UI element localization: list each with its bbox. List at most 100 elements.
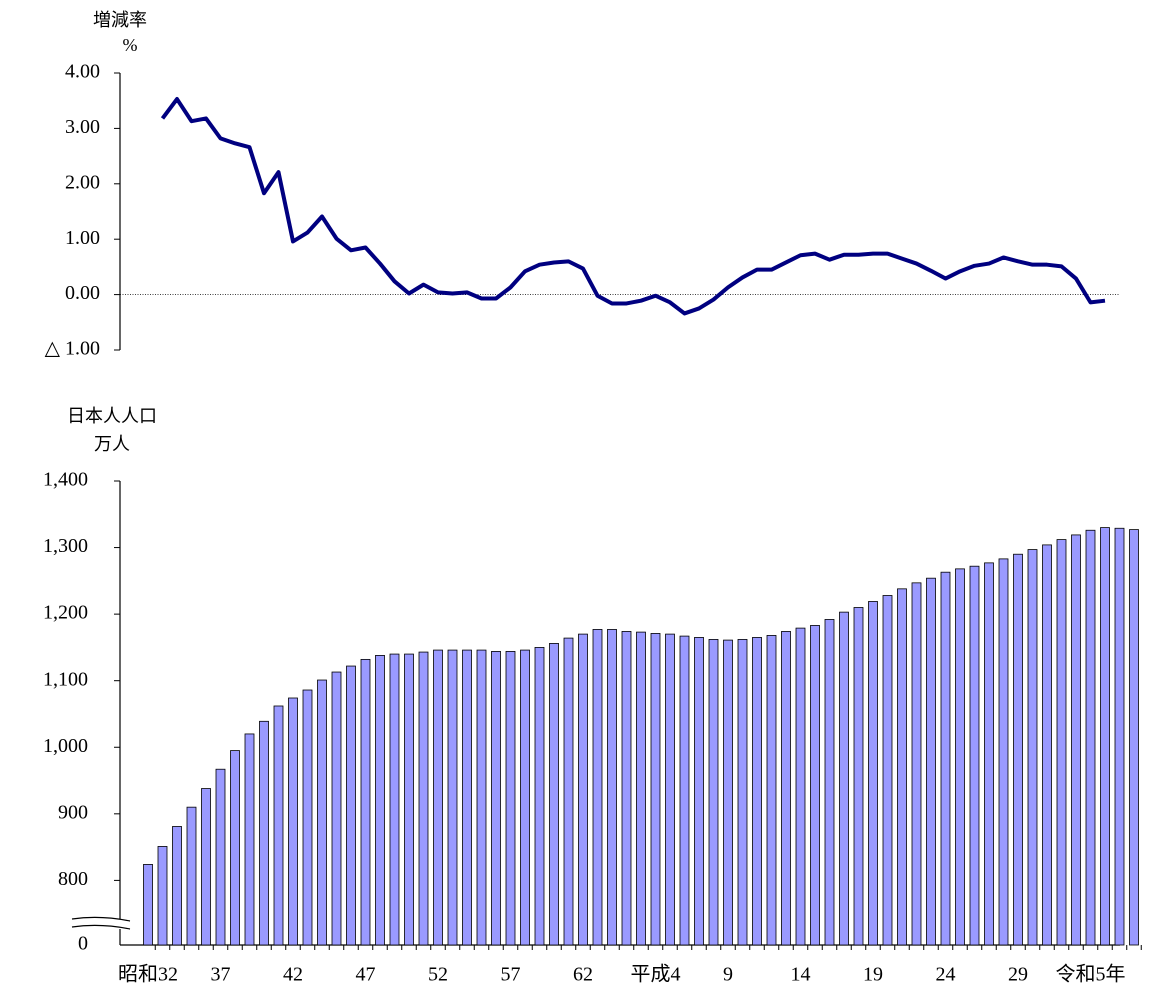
bar bbox=[723, 639, 733, 946]
bar bbox=[650, 633, 661, 946]
bar bbox=[1129, 529, 1139, 946]
bar bbox=[1085, 529, 1096, 946]
bar bbox=[607, 629, 617, 946]
bar bbox=[143, 864, 153, 946]
y-tick-label: 1,000 bbox=[43, 735, 88, 757]
bar bbox=[926, 577, 936, 946]
bar bbox=[795, 627, 806, 946]
bar bbox=[505, 651, 516, 946]
x-tick-label: 9 bbox=[723, 964, 733, 986]
y-tick-label: 800 bbox=[58, 868, 88, 890]
bar bbox=[766, 635, 777, 946]
bar bbox=[201, 788, 211, 946]
bar bbox=[172, 826, 182, 946]
line-y-unit: % bbox=[123, 35, 138, 55]
x-tick-label: 令和5年 bbox=[1056, 963, 1126, 986]
bar-y-unit: 万人 bbox=[94, 434, 130, 454]
y-tick-label: 3.00 bbox=[65, 116, 100, 138]
bar bbox=[563, 637, 574, 946]
x-tick-label: 62 bbox=[573, 964, 593, 986]
y-tick-label: 4.00 bbox=[65, 61, 100, 83]
bar bbox=[346, 665, 356, 946]
bar bbox=[592, 629, 603, 946]
bar bbox=[273, 705, 284, 946]
line-y-label: 増減率 bbox=[93, 10, 147, 30]
bar bbox=[375, 655, 385, 946]
bar bbox=[1071, 534, 1081, 946]
x-tick-label: 52 bbox=[428, 964, 448, 986]
axis-break-gap bbox=[72, 919, 132, 929]
x-tick-label: 24 bbox=[936, 964, 956, 986]
bar bbox=[984, 562, 994, 946]
bar bbox=[288, 697, 298, 946]
bar bbox=[897, 588, 907, 946]
bar bbox=[215, 768, 226, 946]
y-tick-label: 1.00 bbox=[65, 227, 100, 249]
bar bbox=[636, 631, 646, 946]
bar bbox=[259, 720, 269, 946]
bar bbox=[331, 671, 342, 946]
bar bbox=[1042, 544, 1052, 946]
bar bbox=[737, 639, 748, 946]
bar bbox=[621, 631, 632, 946]
bar bbox=[1013, 553, 1023, 946]
line-series bbox=[160, 97, 1106, 316]
y-tick-label: 1,400 bbox=[43, 469, 88, 491]
bar bbox=[694, 637, 704, 946]
bar bbox=[998, 558, 1009, 946]
x-tick-label: 昭和32 bbox=[118, 963, 178, 986]
bar-y-label: 日本人人口 bbox=[67, 406, 157, 426]
bar bbox=[578, 633, 588, 946]
bar bbox=[853, 607, 864, 946]
bar bbox=[534, 647, 545, 946]
y-tick-label: 1,300 bbox=[43, 535, 88, 557]
bar bbox=[186, 806, 197, 946]
bar bbox=[752, 637, 762, 946]
bar bbox=[781, 631, 791, 946]
bar bbox=[1056, 539, 1067, 946]
y-tick-label: 1,200 bbox=[43, 602, 88, 624]
bar bbox=[476, 649, 487, 946]
bar bbox=[302, 689, 313, 946]
bar bbox=[317, 679, 327, 946]
bar bbox=[520, 649, 530, 946]
bar bbox=[882, 595, 893, 946]
bar bbox=[1027, 549, 1038, 946]
bar bbox=[418, 651, 429, 946]
bar bbox=[404, 653, 414, 946]
bar bbox=[708, 639, 719, 946]
x-tick-label: 37 bbox=[211, 964, 231, 986]
axis-break bbox=[71, 924, 131, 930]
bar bbox=[810, 625, 820, 946]
x-tick-label: 19 bbox=[863, 964, 883, 986]
bar bbox=[665, 633, 675, 946]
bar bbox=[549, 643, 559, 946]
bar bbox=[955, 568, 965, 946]
bar bbox=[969, 565, 980, 946]
bar bbox=[157, 846, 168, 946]
y-tick-label: △ 1.00 bbox=[45, 338, 100, 360]
y-tick-label: 900 bbox=[58, 801, 88, 823]
axis-break bbox=[71, 916, 131, 922]
bar bbox=[360, 658, 371, 946]
y-tick-label: 2.00 bbox=[65, 171, 100, 193]
x-tick-label: 57 bbox=[501, 964, 521, 986]
bar bbox=[491, 651, 501, 946]
bar bbox=[839, 611, 849, 946]
x-tick-label: 47 bbox=[356, 964, 376, 986]
bar bbox=[940, 571, 951, 946]
y-tick-label: 0 bbox=[78, 933, 88, 955]
bar bbox=[911, 582, 922, 946]
y-tick-label: 1,100 bbox=[43, 668, 88, 690]
y-tick-label: 0.00 bbox=[65, 282, 100, 304]
x-tick-label: 14 bbox=[791, 964, 811, 986]
x-tick-label: 29 bbox=[1008, 964, 1028, 986]
bar bbox=[447, 649, 458, 946]
bar bbox=[1100, 527, 1110, 946]
bar bbox=[230, 750, 240, 946]
bar bbox=[244, 733, 255, 946]
bar bbox=[824, 619, 835, 946]
bar bbox=[433, 649, 443, 946]
bar bbox=[679, 635, 690, 946]
